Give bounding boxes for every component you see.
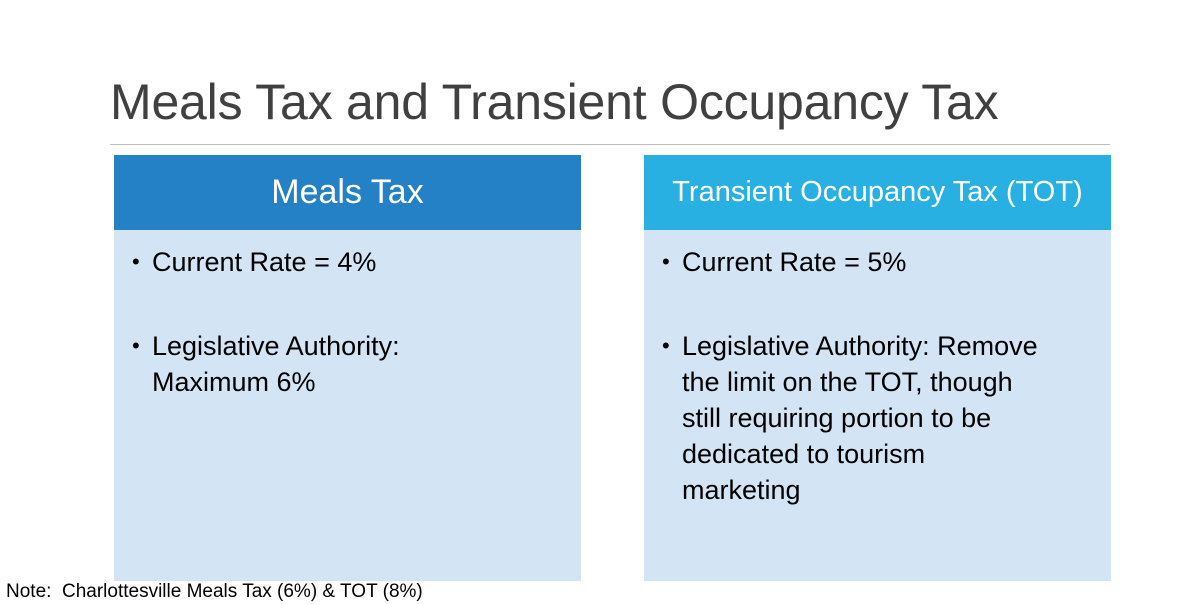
bullet-text: Current Rate = 5% [682,247,907,277]
bullet-icon: • [662,249,670,274]
meals-tax-header: Meals Tax [114,155,581,230]
slide-title: Meals Tax and Transient Occupancy Tax [110,74,999,130]
footnote: Note: Charlottesville Meals Tax (6%) & T… [6,581,423,602]
bullet-icon: • [132,333,140,358]
bullet-item: • Current Rate = 4% [132,244,581,280]
bullet-text: Legislative Authority: Maximum 6% [152,331,400,397]
bullet-item: • Legislative Authority: Remove the limi… [662,328,1111,508]
tot-panel: Transient Occupancy Tax (TOT) • Current … [644,155,1111,581]
bullet-item: • Current Rate = 5% [662,244,1111,280]
bullet-icon: • [662,333,670,358]
title-divider [110,144,1110,145]
tot-bullet-list: • Current Rate = 5% • Legislative Author… [644,230,1111,508]
bullet-icon: • [132,249,140,274]
bullet-item: • Legislative Authority: Maximum 6% [132,328,581,400]
bullet-text: Current Rate = 4% [152,247,377,277]
tot-header: Transient Occupancy Tax (TOT) [644,155,1111,230]
meals-tax-panel: Meals Tax • Current Rate = 4% • Legislat… [114,155,581,581]
bullet-text: Legislative Authority: Remove the limit … [682,331,1038,505]
meals-tax-bullet-list: • Current Rate = 4% • Legislative Author… [114,230,581,400]
